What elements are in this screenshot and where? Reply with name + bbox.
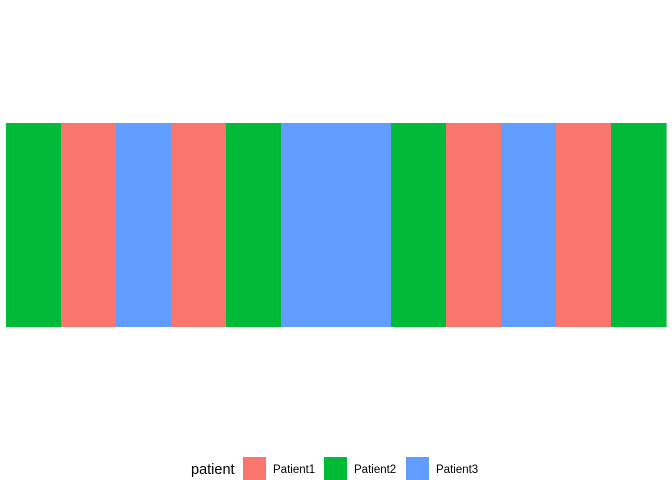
legend-title: patient bbox=[191, 462, 235, 478]
heatmap-tiles bbox=[6, 123, 667, 327]
heatmap-tile bbox=[391, 123, 447, 327]
heatmap-tile bbox=[446, 123, 502, 327]
heatmap-tile bbox=[6, 123, 62, 327]
heatmap-tile bbox=[611, 123, 667, 327]
legend: patient Patient1 Patient2 Patient3 bbox=[191, 457, 478, 480]
heatmap-tile bbox=[281, 123, 337, 327]
legend-entries: Patient1 Patient2 Patient3 bbox=[243, 457, 478, 480]
heatmap-tile bbox=[336, 123, 392, 327]
legend-label: Patient1 bbox=[273, 464, 315, 476]
heatmap-tile bbox=[171, 123, 227, 327]
heatmap-tile bbox=[501, 123, 557, 327]
heatmap-tile bbox=[116, 123, 172, 327]
heatmap-tile bbox=[61, 123, 117, 327]
legend-key bbox=[406, 457, 429, 480]
legend-key bbox=[243, 457, 266, 480]
heatmap-tile bbox=[556, 123, 612, 327]
legend-label: Patient2 bbox=[354, 464, 396, 476]
legend-key bbox=[324, 457, 347, 480]
heatmap-tile bbox=[226, 123, 282, 327]
legend-label: Patient3 bbox=[436, 464, 478, 476]
